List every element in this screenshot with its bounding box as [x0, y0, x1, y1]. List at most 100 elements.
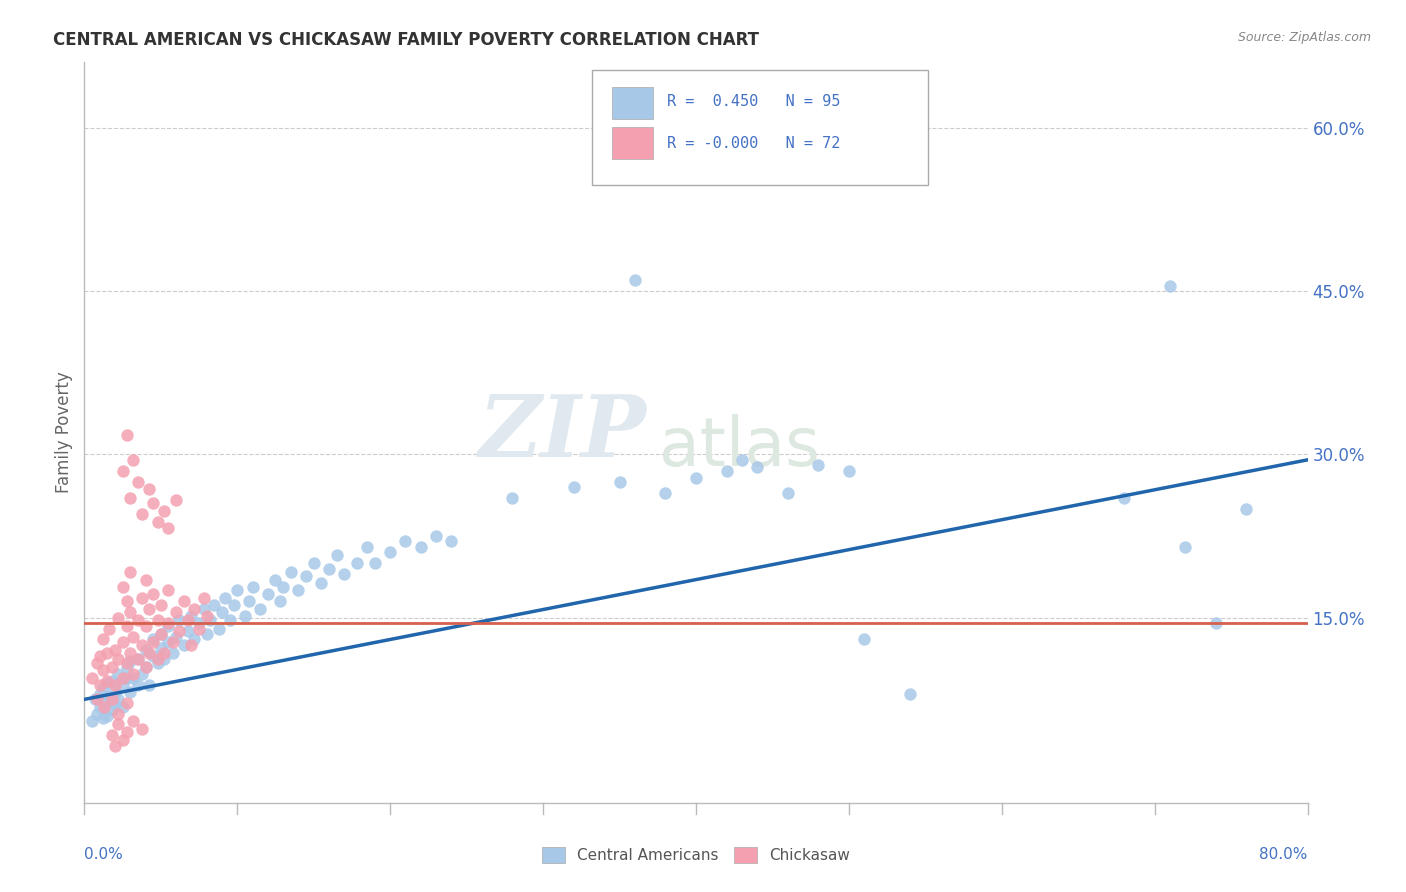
Point: [111, 700, 134, 714]
Point: [211, 605, 233, 619]
Point: [111, 580, 134, 594]
Y-axis label: Family Poverty: Family Poverty: [55, 372, 73, 493]
Point: [193, 591, 215, 606]
Point: [135, 619, 157, 633]
Point: [146, 657, 169, 671]
Point: [311, 575, 333, 590]
Point: [188, 616, 211, 631]
Point: [104, 685, 127, 699]
Point: [157, 583, 180, 598]
Point: [122, 714, 145, 728]
Point: [101, 728, 124, 742]
Point: [177, 613, 200, 627]
Point: [167, 613, 190, 627]
Point: [356, 540, 378, 554]
Point: [93, 696, 115, 710]
Point: [333, 567, 356, 582]
Point: [238, 594, 260, 608]
Point: [208, 622, 231, 636]
Point: [394, 534, 416, 549]
Point: [127, 613, 149, 627]
Point: [249, 602, 271, 616]
Point: [346, 556, 368, 570]
Point: [131, 638, 153, 652]
Point: [280, 565, 302, 579]
Point: [716, 464, 738, 478]
Point: [1114, 491, 1136, 505]
Point: [807, 458, 830, 473]
Point: [173, 594, 195, 608]
Point: [89, 648, 111, 663]
Point: [257, 587, 280, 601]
Point: [167, 624, 190, 638]
Point: [142, 634, 165, 648]
Point: [96, 673, 118, 688]
Point: [101, 659, 124, 673]
Point: [269, 594, 291, 608]
Text: 0.0%: 0.0%: [84, 847, 124, 863]
Point: [135, 659, 157, 673]
Point: [149, 627, 172, 641]
Point: [104, 739, 127, 754]
Point: [115, 696, 138, 710]
Point: [127, 652, 149, 666]
Point: [115, 659, 138, 673]
Point: [135, 573, 157, 587]
Point: [188, 622, 211, 636]
Point: [183, 602, 205, 616]
Point: [107, 667, 129, 681]
Point: [1205, 616, 1227, 631]
Point: [202, 598, 225, 612]
Point: [115, 725, 138, 739]
Point: [153, 646, 176, 660]
Point: [131, 591, 153, 606]
Point: [198, 613, 221, 627]
Point: [107, 692, 129, 706]
FancyBboxPatch shape: [612, 128, 654, 160]
Point: [218, 613, 240, 627]
Point: [214, 591, 236, 606]
Point: [131, 722, 153, 736]
Point: [120, 605, 142, 619]
Point: [271, 580, 294, 594]
Point: [162, 634, 184, 648]
Point: [318, 562, 340, 576]
Point: [149, 627, 172, 641]
Point: [107, 611, 129, 625]
Text: R =  0.450   N = 95: R = 0.450 N = 95: [666, 95, 839, 109]
Point: [142, 632, 165, 647]
Point: [142, 587, 165, 601]
Point: [242, 580, 264, 594]
Text: ZIP: ZIP: [479, 391, 647, 475]
Point: [138, 678, 160, 692]
Point: [96, 646, 118, 660]
Point: [183, 632, 205, 647]
Point: [325, 548, 347, 562]
Point: [153, 652, 176, 666]
Point: [111, 732, 134, 747]
Point: [122, 630, 145, 644]
Point: [127, 678, 149, 692]
Point: [111, 678, 134, 692]
Legend: Central Americans, Chickasaw: Central Americans, Chickasaw: [536, 841, 856, 869]
Point: [153, 504, 176, 518]
Point: [224, 598, 246, 612]
Point: [101, 692, 124, 706]
Point: [86, 692, 108, 706]
Point: [115, 427, 138, 442]
Point: [295, 569, 318, 583]
Point: [1174, 540, 1197, 554]
Point: [127, 652, 149, 666]
Point: [131, 508, 153, 522]
Point: [776, 485, 799, 500]
Point: [409, 540, 432, 554]
Point: [122, 453, 145, 467]
FancyBboxPatch shape: [592, 70, 928, 185]
Point: [104, 643, 127, 657]
FancyBboxPatch shape: [612, 87, 654, 119]
Point: [107, 717, 129, 731]
Point: [115, 619, 138, 633]
Point: [115, 657, 138, 671]
Point: [146, 652, 169, 666]
Point: [1159, 278, 1181, 293]
